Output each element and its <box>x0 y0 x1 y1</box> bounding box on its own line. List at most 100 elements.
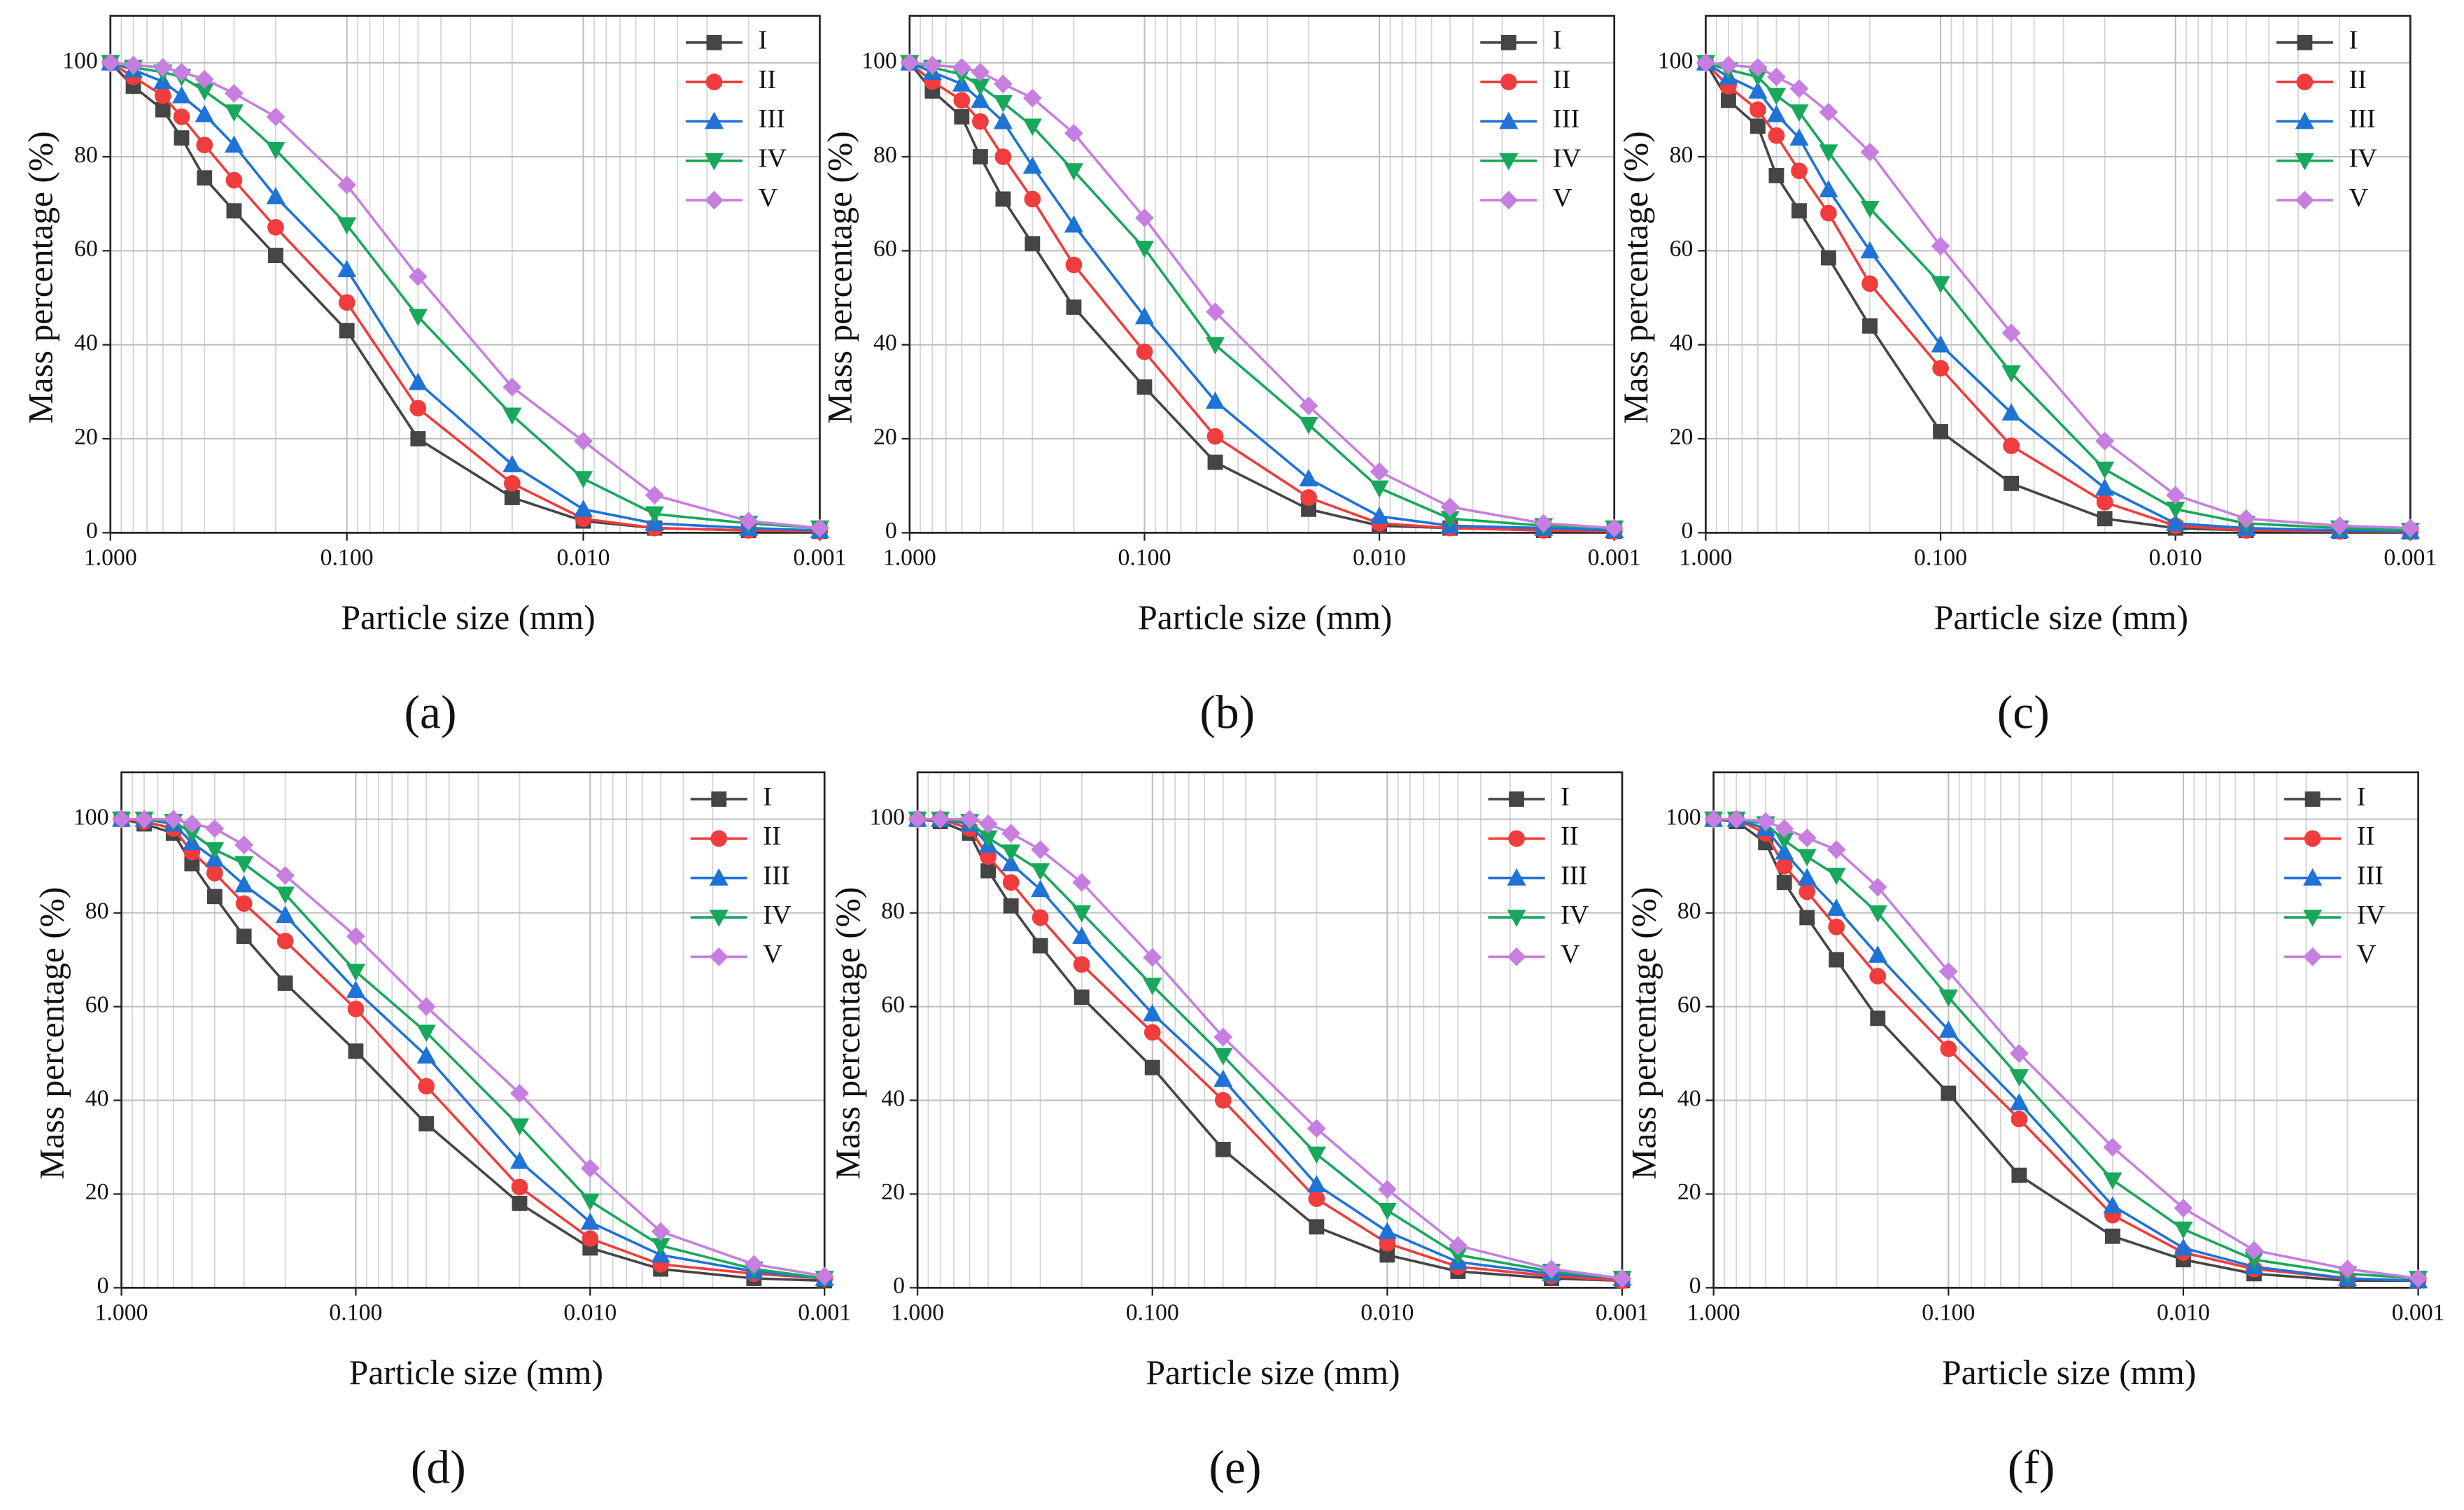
marker <box>2103 1138 2122 1157</box>
marker <box>2095 478 2115 496</box>
marker <box>197 170 213 186</box>
marker <box>1819 144 1838 162</box>
marker <box>1860 200 1880 218</box>
legend-marker <box>2295 190 2314 210</box>
legend-label: III <box>1553 104 1579 134</box>
marker <box>1206 302 1225 322</box>
x-axis-label: Particle size (mm) <box>1942 1353 2196 1392</box>
marker <box>196 136 213 154</box>
marker <box>410 431 426 446</box>
series-line <box>908 62 1614 533</box>
marker <box>645 486 664 505</box>
marker <box>206 864 223 882</box>
marker <box>1933 424 1948 439</box>
marker <box>174 130 190 146</box>
marker <box>1776 875 1792 891</box>
marker <box>1860 241 1880 259</box>
marker <box>1828 918 1845 936</box>
marker <box>971 62 990 82</box>
series-line <box>917 817 1623 1280</box>
marker <box>1791 162 1808 180</box>
y-tick-label: 40 <box>873 330 897 355</box>
panel-caption: (a) <box>404 686 457 738</box>
marker <box>1750 101 1766 118</box>
marker <box>337 260 357 278</box>
marker <box>1940 1040 1957 1057</box>
panel-caption: (e) <box>1209 1441 1262 1493</box>
marker <box>645 506 664 524</box>
y-tick-label: 60 <box>74 236 98 262</box>
marker <box>995 191 1011 207</box>
y-tick-label: 0 <box>1689 1273 1701 1299</box>
marker <box>1870 1010 1886 1026</box>
marker <box>1938 989 1958 1007</box>
legend-marker <box>1499 153 1519 171</box>
marker <box>1931 334 1950 353</box>
marker <box>124 55 143 75</box>
marker <box>1135 208 1154 227</box>
marker <box>744 1255 763 1274</box>
series-line <box>909 61 1614 530</box>
legend-marker <box>2303 947 2323 966</box>
series-line <box>917 817 1623 1283</box>
y-tick-label: 40 <box>881 1085 905 1111</box>
plot-frame <box>908 15 1616 534</box>
marker <box>1819 102 1838 122</box>
series-line <box>1705 62 2411 533</box>
chart-panel: 1.000 0.100 0.010 0.001020406080100IIIIIIIV… <box>22 15 846 738</box>
marker <box>266 187 286 205</box>
marker <box>1766 87 1787 106</box>
marker <box>408 372 428 390</box>
series-line <box>917 817 1623 1280</box>
legend-marker <box>2304 791 2321 807</box>
marker <box>268 248 283 264</box>
marker <box>1789 128 1809 146</box>
marker <box>994 148 1012 165</box>
legend-marker <box>1500 34 1516 50</box>
marker <box>1696 53 1715 73</box>
y-tick-label: 20 <box>881 1179 905 1205</box>
marker <box>154 87 171 104</box>
marker <box>205 842 225 860</box>
marker <box>267 218 284 236</box>
y-axis-label: Mass percentage (%) <box>22 131 60 423</box>
marker <box>1022 156 1042 174</box>
marker <box>1440 498 1460 516</box>
marker <box>1213 1047 1233 1066</box>
marker <box>408 267 428 286</box>
marker <box>509 1118 530 1136</box>
marker <box>195 69 214 89</box>
marker <box>1829 952 1845 968</box>
y-tick-label: 40 <box>74 330 98 355</box>
marker <box>908 810 927 829</box>
marker <box>346 980 365 999</box>
marker <box>1309 1219 1325 1235</box>
marker <box>922 55 942 75</box>
legend-marker <box>1508 830 1525 847</box>
series-line <box>109 62 820 533</box>
marker <box>1299 416 1318 435</box>
legend-label: IV <box>2349 144 2377 174</box>
marker <box>971 90 990 108</box>
legend-marker <box>1509 791 1525 807</box>
marker <box>960 810 979 829</box>
x-tick-label: 0.100 <box>1922 1299 1975 1325</box>
legend-label: IV <box>1561 901 1589 930</box>
legend-label: IV <box>759 144 787 174</box>
marker <box>1775 819 1794 838</box>
marker <box>1748 81 1768 99</box>
marker <box>2097 511 2113 527</box>
x-tick-label: 1.000 <box>84 544 137 570</box>
marker <box>2011 1167 2027 1183</box>
legend-label: I <box>763 782 772 812</box>
marker <box>1748 58 1768 77</box>
marker <box>1307 1146 1326 1164</box>
marker <box>1001 824 1021 843</box>
series-line <box>110 61 820 530</box>
marker <box>1307 1175 1326 1192</box>
marker <box>573 471 593 488</box>
x-tick-label: 1.000 <box>891 1299 944 1325</box>
legend-label: V <box>1553 183 1572 213</box>
series-line <box>1705 61 2411 530</box>
